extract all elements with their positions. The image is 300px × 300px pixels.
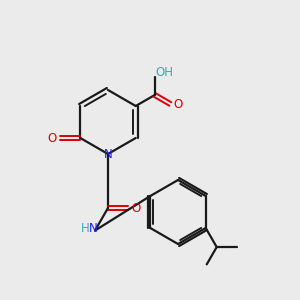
- Text: N: N: [103, 148, 112, 160]
- Text: O: O: [174, 98, 183, 110]
- Text: OH: OH: [156, 67, 174, 80]
- Text: O: O: [131, 202, 141, 214]
- Text: N: N: [88, 222, 98, 235]
- Text: H: H: [81, 222, 89, 235]
- Text: O: O: [48, 131, 57, 145]
